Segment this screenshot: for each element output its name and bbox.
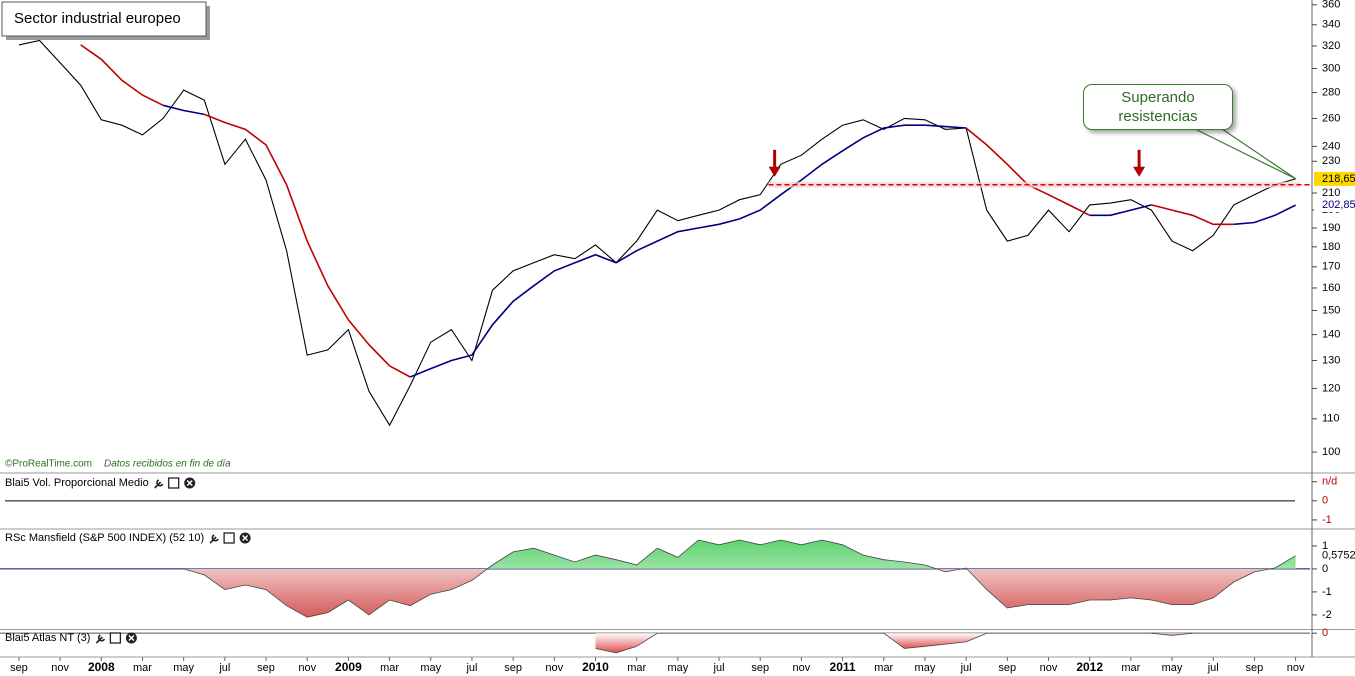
x-tick-label: may — [667, 662, 688, 674]
y-tick-label: 0 — [1322, 627, 1328, 639]
x-tick-label: 2010 — [582, 660, 609, 674]
panel-title: Blai5 Atlas NT (3) — [5, 632, 90, 644]
x-tick-label: jul — [960, 662, 972, 674]
y-tick-label: -1 — [1322, 514, 1332, 526]
y-tick-label: 360 — [1322, 0, 1340, 11]
area-outline — [595, 632, 1193, 654]
x-tick-label: mar — [627, 662, 646, 674]
x-tick-label: jul — [218, 662, 230, 674]
window-icon[interactable] — [223, 532, 235, 544]
x-tick-label: nov — [1040, 662, 1058, 674]
x-tick-label: sep — [257, 662, 275, 674]
arrow-head — [768, 166, 781, 177]
x-tick-label: nov — [298, 662, 316, 674]
y-tick-label: 130 — [1322, 354, 1340, 366]
y-tick-label: 150 — [1322, 304, 1340, 316]
area-negative — [183, 568, 1296, 618]
x-tick-label: may — [173, 662, 194, 674]
area-outline — [183, 539, 1296, 618]
y-tick-label: 180 — [1322, 241, 1340, 253]
x-tick-label: sep — [504, 662, 522, 674]
y-tick-label: 100 — [1322, 446, 1340, 458]
x-tick-label: 2008 — [88, 660, 115, 674]
y-tick-label: 340 — [1322, 19, 1340, 31]
x-tick-label: sep — [751, 662, 769, 674]
y-tick-label: 160 — [1322, 282, 1340, 294]
price-tag — [1314, 198, 1355, 213]
x-tick-label: nov — [545, 662, 563, 674]
line — [162, 104, 1296, 378]
x-tick-label: may — [1162, 662, 1183, 674]
x-tick-label: sep — [998, 662, 1016, 674]
x-tick-label: 2012 — [1076, 660, 1103, 674]
line — [80, 44, 1234, 378]
note: Datos recibidos en fin de día — [104, 459, 231, 470]
y-tick-label: 120 — [1322, 382, 1340, 394]
panel-title: Blai5 Vol. Proporcional Medio — [5, 477, 149, 489]
x-tick-label: may — [420, 662, 441, 674]
price-tag-label: 202,85 — [1322, 199, 1355, 211]
x-tick-label: sep — [10, 662, 28, 674]
y-tick-label: 300 — [1322, 62, 1340, 74]
settings-icon[interactable] — [154, 479, 164, 489]
y-tick-label: 260 — [1322, 112, 1340, 124]
y-tick-label: 140 — [1322, 329, 1340, 341]
callout-tail — [1194, 128, 1297, 180]
line — [18, 39, 1296, 427]
window-icon[interactable] — [168, 477, 180, 489]
x-tick-label: jul — [1207, 662, 1219, 674]
x-tick-label: jul — [713, 662, 725, 674]
y-tick-label: -2 — [1322, 609, 1332, 621]
y-tick-label: 110 — [1322, 413, 1340, 425]
x-tick-label: mar — [874, 662, 893, 674]
x-tick-label: nov — [1287, 662, 1305, 674]
x-tick-label: nov — [51, 662, 69, 674]
close-icon-x — [242, 534, 249, 542]
x-tick-label: mar — [380, 662, 399, 674]
y-tick-label: 240 — [1322, 140, 1340, 152]
y-tick-label: n/d — [1322, 476, 1337, 488]
x-tick-label: 2009 — [335, 660, 362, 674]
area-negative — [1151, 633, 1193, 636]
area-negative — [595, 633, 658, 653]
settings-icon[interactable] — [209, 534, 219, 544]
window-icon[interactable] — [109, 632, 122, 644]
y-tick-label: 0 — [1322, 495, 1328, 507]
title-box — [1, 1, 207, 37]
close-icon-x — [128, 634, 135, 642]
source: ©ProRealTime.com — [5, 459, 92, 470]
x-tick-label: 2011 — [830, 660, 856, 674]
x-tick-label: jul — [465, 662, 477, 674]
y-tick-label: 190 — [1322, 222, 1340, 234]
area-positive — [487, 539, 1296, 569]
y-tick-label: 280 — [1322, 86, 1340, 98]
x-tick-label: may — [915, 662, 936, 674]
price-tag — [1314, 171, 1355, 186]
panel-title: RSc Mansfield (S&P 500 INDEX) (52 10) — [5, 532, 204, 544]
y-tick-label: 230 — [1322, 155, 1340, 167]
last-value-label: 0,5752 — [1322, 550, 1355, 562]
annotation: Superando resistencias — [1083, 84, 1233, 130]
y-tick-label: 320 — [1322, 40, 1340, 52]
y-tick-label: 0 — [1322, 563, 1328, 575]
y-tick-label: 1 — [1322, 540, 1328, 552]
y-tick-label: 210 — [1322, 187, 1340, 199]
x-tick-label: mar — [133, 662, 152, 674]
x-tick-label: mar — [1121, 662, 1140, 674]
y-tick-label: 170 — [1322, 261, 1340, 273]
arrow-head — [1133, 166, 1146, 177]
y-tick-label: -1 — [1322, 586, 1332, 598]
settings-icon[interactable] — [95, 634, 106, 644]
close-icon-x — [186, 479, 193, 487]
x-tick-label: sep — [1246, 662, 1264, 674]
x-tick-label: nov — [793, 662, 811, 674]
price-tag-label: 218,65 — [1322, 173, 1355, 185]
area-negative — [883, 633, 987, 649]
chart-title: Sector industrial europeo — [14, 10, 181, 27]
